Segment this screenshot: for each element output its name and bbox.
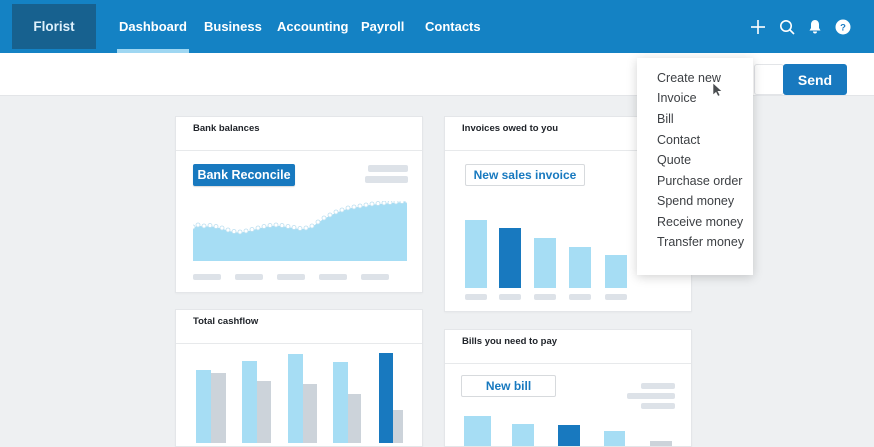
svg-text:?: ? (840, 22, 846, 33)
